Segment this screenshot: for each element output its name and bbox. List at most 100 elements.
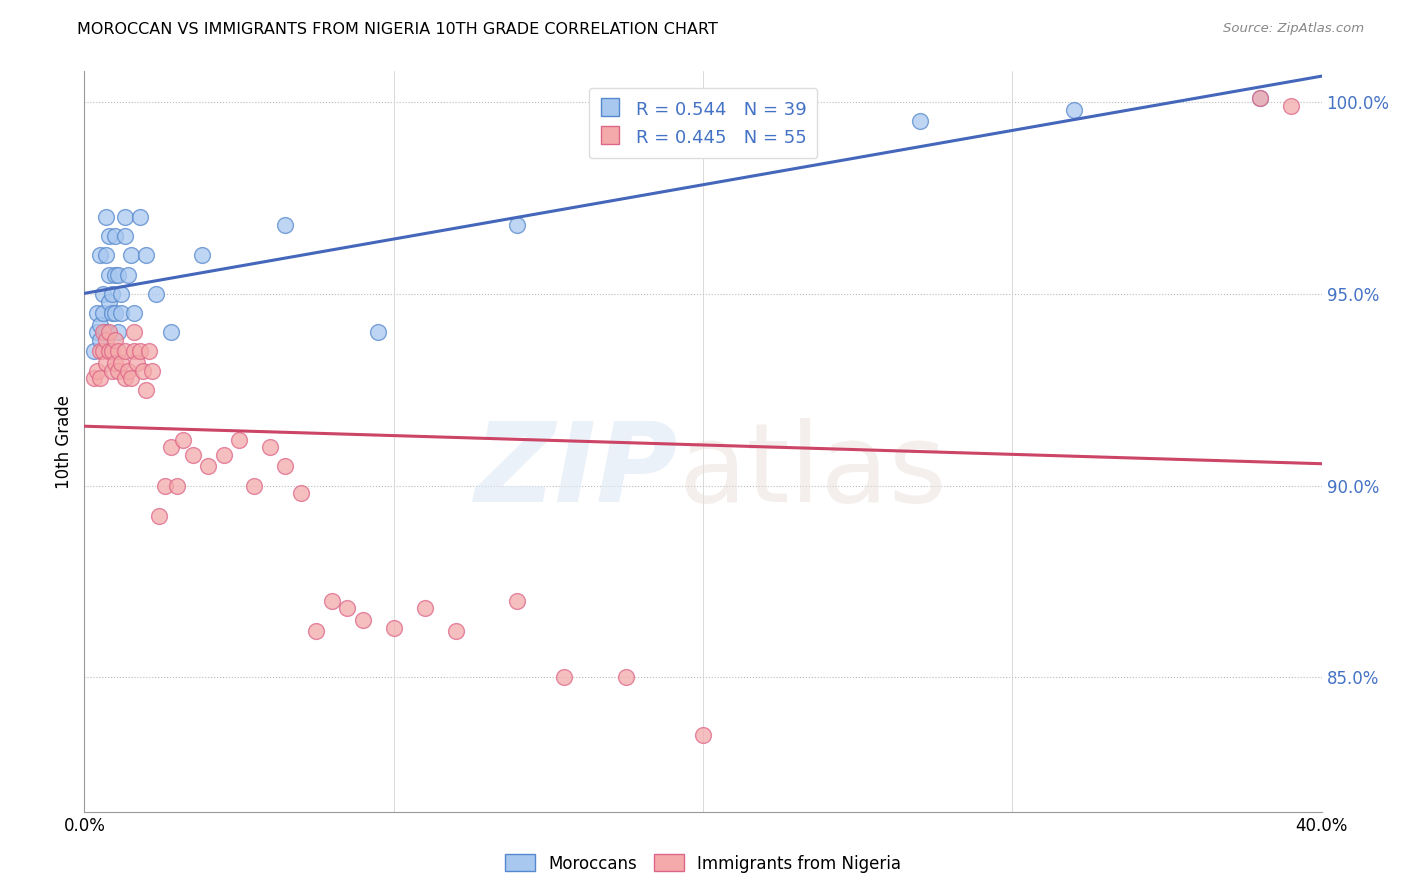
Point (83, 371, 105, 385)
Point (135, 383, 157, 397)
Point (107, 268, 129, 282)
Point (382, 621, 405, 635)
Point (1249, 91, 1271, 105)
Point (274, 459, 297, 474)
Point (153, 478, 176, 492)
Point (94, 356, 117, 370)
Point (181, 448, 204, 462)
Point (197, 459, 219, 474)
Text: MOROCCAN VS IMMIGRANTS FROM NIGERIA 10TH GRADE CORRELATION CHART: MOROCCAN VS IMMIGRANTS FROM NIGERIA 10TH… (77, 22, 718, 37)
Point (104, 333, 127, 347)
Point (305, 624, 328, 639)
Point (166, 478, 188, 492)
Point (91, 286, 114, 301)
Point (104, 229, 127, 244)
Point (110, 306, 132, 320)
Point (553, 670, 575, 684)
Point (321, 593, 343, 607)
Point (692, 728, 714, 742)
Point (110, 286, 132, 301)
Point (160, 440, 183, 454)
Point (94, 325, 117, 339)
Point (114, 229, 136, 244)
Point (122, 325, 145, 339)
Legend: Moroccans, Immigrants from Nigeria: Moroccans, Immigrants from Nigeria (498, 847, 908, 880)
Point (352, 613, 374, 627)
Point (94, 248, 117, 262)
Point (148, 509, 170, 524)
Point (132, 363, 155, 377)
Text: atlas: atlas (678, 417, 946, 524)
Point (98, 229, 121, 244)
Point (120, 371, 142, 385)
Point (101, 306, 124, 320)
Point (89, 344, 111, 359)
Point (98, 268, 121, 282)
Point (86, 325, 108, 339)
Point (98, 294, 121, 309)
Point (336, 601, 359, 615)
Point (141, 363, 163, 377)
Point (228, 433, 250, 447)
Point (122, 306, 145, 320)
Point (1249, 91, 1271, 105)
Point (86, 306, 108, 320)
Point (104, 356, 127, 370)
Point (138, 344, 160, 359)
Point (83, 344, 105, 359)
Point (89, 333, 111, 347)
Point (86, 363, 108, 377)
Point (101, 363, 124, 377)
Point (290, 486, 312, 500)
Point (243, 478, 266, 492)
Point (129, 344, 152, 359)
Point (145, 286, 167, 301)
Point (413, 601, 436, 615)
Point (89, 318, 111, 332)
Point (367, 325, 389, 339)
Point (908, 114, 931, 128)
Point (125, 356, 148, 370)
Point (91, 306, 114, 320)
Point (107, 363, 129, 377)
Point (129, 210, 152, 224)
Point (98, 344, 121, 359)
Point (114, 371, 136, 385)
Point (1279, 99, 1302, 113)
Point (94, 333, 117, 347)
Point (259, 440, 281, 454)
Legend: R = 0.544   N = 39, R = 0.445   N = 55: R = 0.544 N = 39, R = 0.445 N = 55 (589, 87, 817, 159)
Point (212, 448, 235, 462)
Point (114, 210, 136, 224)
Point (120, 248, 142, 262)
Point (117, 363, 139, 377)
Text: ZIP: ZIP (475, 417, 678, 524)
Point (506, 593, 529, 607)
Point (114, 344, 136, 359)
Y-axis label: 10th Grade: 10th Grade (55, 394, 73, 489)
Point (274, 218, 297, 232)
Point (101, 344, 124, 359)
Point (89, 248, 111, 262)
Point (91, 344, 114, 359)
Point (160, 325, 183, 339)
Point (444, 624, 467, 639)
Point (107, 344, 129, 359)
Point (506, 218, 529, 232)
Point (614, 670, 637, 684)
Point (191, 248, 214, 262)
Point (122, 344, 145, 359)
Point (110, 356, 132, 370)
Point (1063, 103, 1085, 117)
Point (104, 268, 127, 282)
Point (91, 325, 114, 339)
Point (89, 371, 111, 385)
Point (94, 210, 117, 224)
Point (104, 306, 127, 320)
Point (107, 325, 129, 339)
Point (101, 286, 124, 301)
Point (98, 325, 121, 339)
Text: Source: ZipAtlas.com: Source: ZipAtlas.com (1223, 22, 1364, 36)
Point (135, 248, 157, 262)
Point (172, 433, 194, 447)
